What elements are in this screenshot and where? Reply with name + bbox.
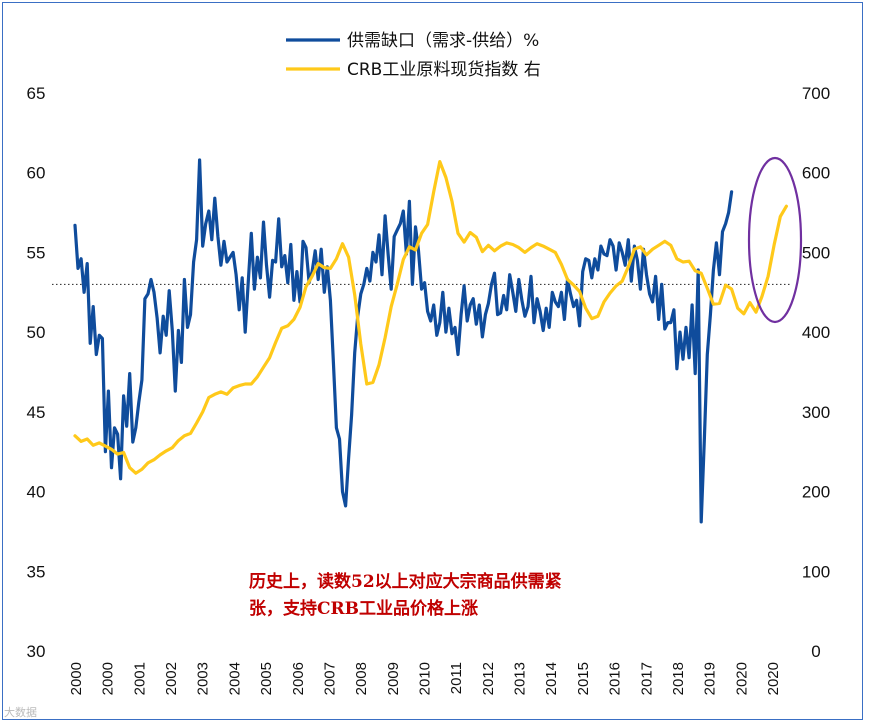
right-tick-label: 300 — [802, 403, 830, 422]
left-tick-label: 60 — [27, 164, 46, 183]
right-tick-label: 200 — [802, 483, 830, 502]
x-tick-label: 2006 — [290, 662, 307, 695]
left-y-axis: 65 60 55 50 45 40 35 30 — [27, 84, 46, 661]
legend-label-gap: 供需缺口（需求-供给）% — [347, 31, 539, 51]
series-line-crb-index — [73, 160, 788, 475]
x-tick-label: 2017 — [638, 662, 655, 695]
right-tick-label: 100 — [802, 562, 830, 581]
x-tick-label: 2008 — [353, 662, 370, 695]
x-tick-label: 2007 — [321, 662, 338, 695]
x-tick-label: 2000 — [100, 662, 117, 695]
highlight-ellipse — [747, 156, 803, 324]
legend-label-crb: CRB工业原料现货指数 右 — [347, 60, 541, 80]
left-tick-label: 65 — [27, 84, 46, 103]
left-tick-label: 30 — [27, 642, 46, 661]
x-tick-label: 2013 — [512, 662, 529, 695]
x-tick-label: 2000 — [68, 662, 85, 695]
right-tick-label: 600 — [802, 164, 830, 183]
highlight-layer — [747, 156, 803, 324]
legend: 供需缺口（需求-供给）% CRB工业原料现货指数 右 — [286, 31, 541, 80]
right-tick-label: 400 — [802, 323, 830, 342]
left-tick-label: 45 — [27, 403, 46, 422]
right-y-axis: 700 600 500 400 300 200 100 0 — [802, 84, 830, 661]
x-tick-label: 2002 — [163, 662, 180, 695]
annotation-text-line: 历史上，读数52以上对应大宗商品供需紧 — [249, 571, 562, 592]
left-tick-label: 35 — [27, 562, 46, 581]
x-tick-label: 2015 — [575, 662, 592, 695]
x-axis: 2000 2000 2001 2002 2003 2004 2005 2006 2007 2008… — [68, 662, 782, 695]
right-tick-label: 0 — [811, 642, 820, 661]
left-tick-label: 55 — [27, 243, 46, 262]
x-tick-label: 2020 — [765, 662, 782, 695]
x-tick-label: 2018 — [670, 662, 687, 695]
right-tick-label: 500 — [802, 243, 830, 262]
x-tick-label: 2010 — [417, 662, 434, 695]
x-tick-label: 2014 — [543, 662, 560, 695]
x-tick-label: 2009 — [385, 662, 402, 695]
right-tick-label: 700 — [802, 84, 830, 103]
left-tick-label: 50 — [27, 323, 46, 342]
x-tick-label: 2004 — [226, 662, 243, 695]
x-tick-label: 2003 — [195, 662, 212, 695]
x-tick-label: 2005 — [258, 662, 275, 695]
x-tick-label: 2012 — [480, 662, 497, 695]
watermark: 大数据 — [4, 706, 37, 719]
left-tick-label: 40 — [27, 483, 46, 502]
annotation-text-line: 张，支持CRB工业品价格上涨 — [249, 598, 478, 619]
series-line-supply-demand-gap — [73, 158, 734, 524]
x-tick-label: 2011 — [448, 662, 465, 694]
series-layer — [73, 158, 788, 524]
x-tick-label: 2019 — [702, 662, 719, 695]
x-tick-label: 2020 — [733, 662, 750, 695]
x-tick-label: 2016 — [607, 662, 624, 695]
x-tick-label: 2001 — [131, 662, 148, 695]
chart-frame — [2, 2, 863, 720]
